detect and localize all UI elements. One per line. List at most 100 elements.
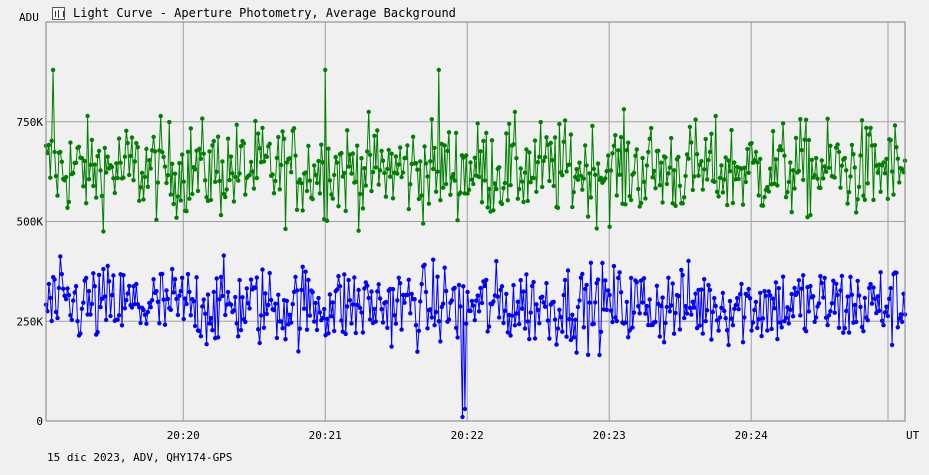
data-point bbox=[859, 118, 865, 123]
data-point bbox=[98, 304, 103, 310]
data-point bbox=[702, 277, 707, 282]
data-point bbox=[717, 315, 723, 320]
data-point bbox=[567, 316, 572, 322]
data-point bbox=[336, 274, 341, 279]
data-point bbox=[273, 178, 278, 184]
data-point bbox=[524, 147, 529, 152]
data-point bbox=[561, 292, 566, 298]
data-point bbox=[607, 224, 612, 229]
data-point bbox=[369, 289, 374, 294]
data-point bbox=[640, 300, 645, 305]
data-point bbox=[400, 170, 406, 175]
data-point bbox=[664, 181, 670, 187]
data-point bbox=[762, 194, 767, 200]
data-point bbox=[167, 119, 172, 125]
data-point bbox=[555, 326, 561, 331]
data-point bbox=[595, 161, 601, 166]
data-point bbox=[626, 335, 631, 340]
data-point bbox=[577, 160, 582, 165]
data-point bbox=[73, 284, 79, 289]
data-point bbox=[491, 208, 496, 213]
data-point bbox=[649, 125, 654, 131]
data-point bbox=[768, 293, 773, 298]
data-point bbox=[395, 298, 400, 303]
data-point bbox=[330, 196, 335, 201]
data-point bbox=[861, 193, 866, 198]
data-point bbox=[330, 300, 335, 305]
data-point bbox=[317, 191, 323, 196]
data-point bbox=[710, 309, 715, 315]
data-point bbox=[399, 174, 404, 180]
data-point bbox=[604, 307, 609, 312]
data-point bbox=[313, 172, 318, 178]
data-point bbox=[88, 162, 93, 168]
data-point bbox=[657, 334, 662, 339]
data-point bbox=[673, 203, 678, 208]
data-point bbox=[735, 295, 740, 301]
data-point bbox=[845, 294, 850, 299]
data-point bbox=[280, 129, 285, 134]
data-point bbox=[256, 131, 261, 136]
data-point bbox=[478, 149, 483, 154]
data-point bbox=[333, 154, 338, 160]
data-point bbox=[310, 289, 315, 295]
data-point bbox=[188, 126, 193, 131]
data-point bbox=[217, 178, 222, 184]
data-point bbox=[122, 154, 128, 159]
data-point bbox=[534, 302, 539, 307]
data-point bbox=[889, 342, 895, 348]
data-point bbox=[670, 201, 675, 206]
data-point bbox=[365, 283, 370, 288]
data-point bbox=[251, 186, 257, 191]
data-point bbox=[719, 305, 724, 310]
data-point bbox=[127, 172, 132, 178]
data-point bbox=[276, 134, 281, 140]
data-point bbox=[175, 194, 181, 199]
data-point bbox=[786, 179, 791, 185]
data-point bbox=[736, 307, 741, 312]
data-point bbox=[412, 297, 417, 302]
data-point bbox=[433, 189, 439, 194]
data-point bbox=[624, 299, 629, 305]
data-point bbox=[408, 182, 413, 187]
data-point bbox=[273, 301, 278, 306]
data-point bbox=[709, 337, 714, 342]
data-point bbox=[706, 157, 711, 163]
data-point bbox=[588, 260, 594, 265]
data-point bbox=[768, 166, 773, 171]
data-point bbox=[514, 156, 519, 161]
data-point bbox=[198, 334, 204, 339]
data-point bbox=[59, 271, 64, 277]
data-point bbox=[71, 298, 76, 303]
data-point bbox=[345, 128, 350, 133]
data-point bbox=[560, 329, 565, 334]
data-point bbox=[851, 152, 856, 157]
data-point bbox=[819, 158, 824, 163]
x-tick-label: 20:22 bbox=[451, 429, 484, 442]
data-point bbox=[747, 296, 753, 301]
y-tick-label: 750K bbox=[17, 116, 44, 129]
chart-title-bar: Light Curve - Aperture Photometry, Avera… bbox=[52, 4, 456, 22]
data-point bbox=[610, 151, 615, 156]
data-point bbox=[207, 149, 212, 154]
data-point bbox=[264, 154, 269, 159]
data-point bbox=[608, 308, 614, 313]
data-point bbox=[858, 153, 863, 158]
data-point bbox=[261, 325, 267, 330]
data-point bbox=[780, 121, 786, 126]
data-point bbox=[532, 138, 538, 143]
data-point bbox=[730, 200, 736, 206]
data-point bbox=[838, 185, 843, 190]
data-point bbox=[502, 308, 508, 313]
data-point bbox=[861, 329, 866, 334]
data-point bbox=[63, 297, 69, 302]
data-point bbox=[148, 305, 153, 310]
data-point bbox=[474, 298, 479, 303]
data-point bbox=[398, 281, 403, 286]
data-point bbox=[511, 283, 516, 288]
data-point bbox=[53, 309, 59, 315]
data-point bbox=[306, 277, 311, 283]
data-point bbox=[277, 187, 282, 192]
data-point bbox=[429, 117, 434, 122]
data-point bbox=[663, 155, 668, 160]
